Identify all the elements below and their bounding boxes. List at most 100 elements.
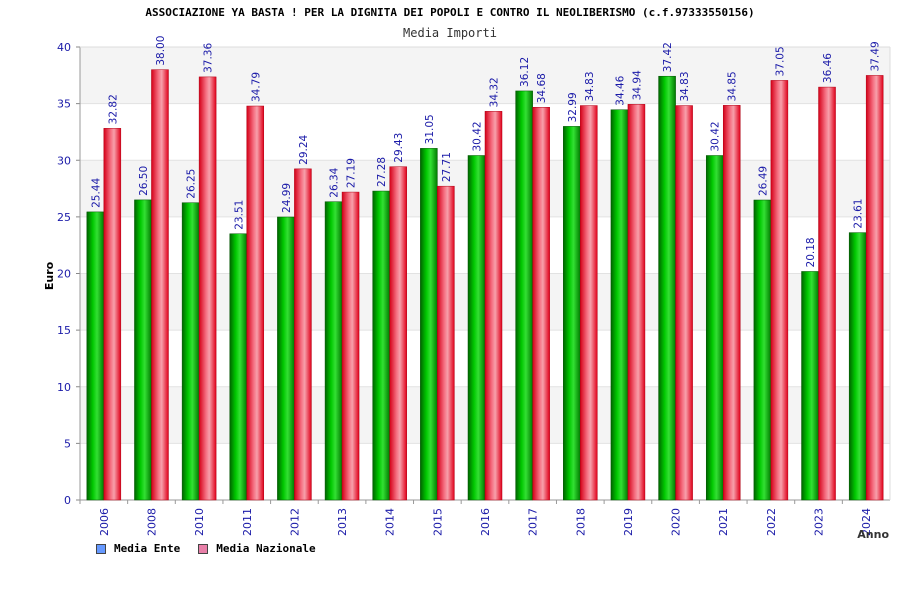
- bar-media-ente: [86, 211, 105, 501]
- chart-subtitle: Media Importi: [403, 26, 497, 40]
- y-tick-label: 15: [57, 324, 71, 337]
- bar-media-nazionale: [627, 104, 646, 501]
- data-label-media-ente: 31.05: [424, 114, 436, 144]
- data-label-media-nazionale: 34.79: [250, 72, 262, 102]
- x-tick-label: 2021: [717, 508, 730, 536]
- legend-swatch-media-nazionale: [198, 543, 209, 554]
- x-tick-label: 2012: [288, 508, 301, 536]
- data-label-media-nazionale: 27.19: [346, 158, 358, 188]
- bar-media-nazionale: [389, 166, 407, 501]
- data-label-media-nazionale: 36.46: [822, 53, 834, 83]
- x-tick-label: 2013: [336, 508, 349, 536]
- bar-media-ente: [229, 233, 248, 501]
- y-tick-label: 25: [57, 211, 71, 224]
- data-label-media-nazionale: 34.94: [631, 70, 643, 100]
- bar-media-ente: [705, 155, 724, 501]
- bar-media-nazionale: [722, 105, 741, 501]
- bar-media-ente: [801, 271, 819, 501]
- bar-media-nazionale: [770, 80, 789, 501]
- data-label-media-ente: 30.42: [472, 121, 484, 151]
- bar-media-ente: [324, 201, 343, 501]
- data-label-media-ente: 34.46: [614, 75, 626, 105]
- bar-media-ente: [181, 202, 200, 501]
- data-label-media-nazionale: 34.83: [679, 71, 691, 101]
- tick-labels: 0 5 10 15 20 25 30 35 40 2006 2008 2010 2011 2012 2013…: [57, 41, 873, 536]
- x-tick-label: 2022: [765, 508, 778, 536]
- bar-media-nazionale: [675, 105, 693, 501]
- data-label-media-nazionale: 29.24: [298, 134, 310, 164]
- x-tick-label: 2017: [527, 508, 540, 536]
- data-label-media-ente: 25.44: [90, 178, 102, 208]
- bar-media-nazionale: [294, 168, 312, 501]
- data-label-media-ente: 23.51: [233, 200, 245, 230]
- x-tick-label: 2023: [813, 508, 826, 536]
- data-label-media-nazionale: 37.36: [203, 43, 215, 73]
- legend-item-media-nazionale: Media Nazionale: [198, 542, 316, 555]
- legend-item-media-ente: Media Ente: [96, 542, 180, 555]
- bar-media-ente: [420, 148, 438, 501]
- data-label-media-ente: 24.99: [281, 183, 293, 213]
- data-label-media-ente: 26.25: [186, 169, 198, 199]
- legend-label-media-ente: Media Ente: [114, 542, 181, 555]
- x-tick-label: 2006: [98, 508, 111, 536]
- bar-media-nazionale: [532, 106, 550, 501]
- data-label-media-ente: 26.49: [757, 166, 769, 196]
- x-tick-label: 2008: [145, 508, 158, 536]
- data-label-media-nazionale: 32.82: [107, 94, 119, 124]
- data-label-media-ente: 32.99: [567, 92, 579, 122]
- x-tick-label: 2011: [241, 508, 254, 536]
- data-label-media-nazionale: 34.68: [536, 73, 548, 103]
- data-label-media-ente: 23.61: [853, 199, 865, 229]
- bar-media-nazionale: [580, 105, 598, 501]
- legend-label-media-nazionale: Media Nazionale: [216, 542, 316, 555]
- data-labels: 25.44 32.82 26.50 38.00 26.25 37.36 23.51 34.79…: [90, 36, 881, 268]
- data-label-media-ente: 30.42: [710, 121, 722, 151]
- bar-media-nazionale: [341, 191, 360, 501]
- data-label-media-nazionale: 34.83: [584, 71, 596, 101]
- data-label-media-ente: 36.12: [519, 57, 531, 87]
- y-tick-label: 40: [57, 41, 71, 54]
- x-tick-label: 2015: [431, 508, 444, 536]
- bar-media-ente: [610, 109, 629, 501]
- data-label-media-nazionale: 29.43: [393, 133, 405, 163]
- bar-media-nazionale: [484, 111, 503, 501]
- data-label-media-nazionale: 34.32: [489, 77, 501, 107]
- legend: Media Ente Media Nazionale: [96, 542, 316, 555]
- data-label-media-nazionale: 37.05: [774, 46, 786, 76]
- data-label-media-ente: 26.50: [138, 166, 150, 196]
- bar-media-nazionale: [198, 76, 217, 501]
- y-tick-label: 5: [64, 437, 71, 450]
- bar-media-ente: [658, 75, 676, 501]
- legend-swatch-media-ente: [96, 543, 106, 554]
- bar-media-nazionale: [246, 105, 265, 501]
- y-tick-label: 10: [57, 381, 71, 394]
- y-axis-label: Euro: [43, 261, 56, 290]
- y-tick-label: 0: [64, 494, 71, 507]
- data-label-media-nazionale: 37.49: [870, 41, 882, 71]
- bar-media-nazionale: [818, 86, 836, 501]
- data-label-media-ente: 37.42: [662, 42, 674, 72]
- x-axis-label: Anno: [857, 528, 889, 541]
- data-label-media-nazionale: 27.71: [441, 152, 453, 182]
- bar-media-ente: [848, 232, 867, 501]
- data-label-media-ente: 27.28: [376, 157, 388, 187]
- bars: [86, 69, 884, 501]
- x-tick-label: 2018: [574, 508, 587, 536]
- x-tick-label: 2020: [670, 508, 683, 536]
- bar-media-ente: [563, 126, 581, 501]
- y-tick-label: 30: [57, 154, 71, 167]
- y-tick-label: 35: [57, 98, 71, 111]
- bar-media-nazionale: [151, 69, 169, 501]
- x-tick-label: 2014: [384, 508, 397, 536]
- bar-media-nazionale: [103, 128, 122, 501]
- bar-media-ente: [753, 199, 772, 501]
- data-label-media-nazionale: 34.85: [727, 71, 739, 101]
- y-tick-label: 20: [57, 268, 71, 281]
- x-tick-label: 2024: [860, 508, 873, 536]
- data-label-media-nazionale: 38.00: [155, 36, 167, 66]
- bar-media-nazionale: [865, 75, 884, 501]
- x-tick-label: 2019: [622, 508, 635, 536]
- chart-title: ASSOCIAZIONE YA BASTA ! PER LA DIGNITA D…: [145, 6, 755, 19]
